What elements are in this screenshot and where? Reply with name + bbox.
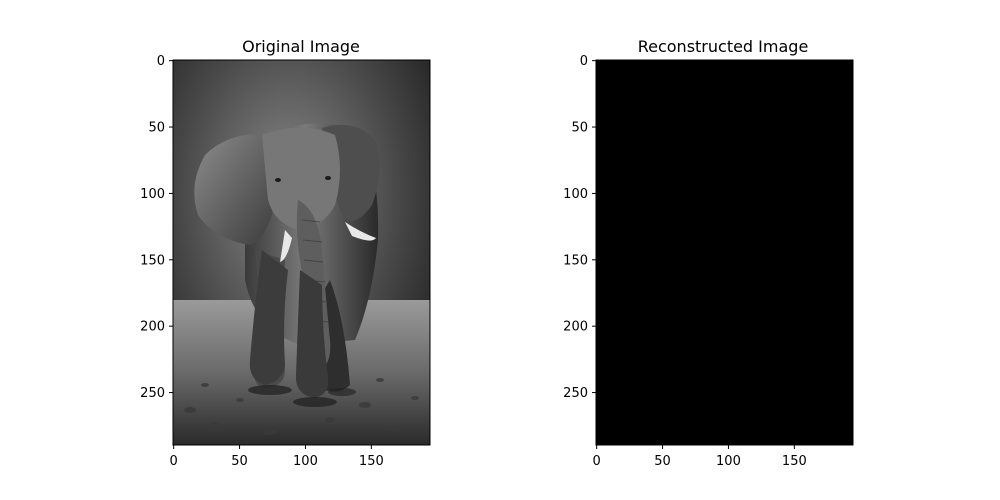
axes-reconstructed: 0 50 100 150 200 250 0 50 100 150 — [563, 54, 854, 469]
y-tick-label-original: 200 — [140, 320, 165, 335]
reconstructed-image — [596, 60, 853, 445]
y-tick-label-reconstructed: 200 — [563, 320, 588, 335]
x-tick-label-original: 0 — [170, 454, 178, 469]
x-tick-label-reconstructed: 50 — [654, 454, 671, 469]
x-tick-label-reconstructed: 0 — [593, 454, 601, 469]
x-tick-label-original: 50 — [231, 454, 248, 469]
y-tick-label-original: 50 — [148, 121, 165, 136]
y-tick-label-reconstructed: 100 — [563, 187, 588, 202]
x-tick-label-original: 150 — [359, 454, 384, 469]
elephant-photo — [173, 60, 430, 445]
y-tick-label-original: 100 — [140, 187, 165, 202]
axes-original: 0 50 100 150 200 250 0 50 100 150 — [140, 54, 431, 469]
y-tick-label-original: 250 — [140, 386, 165, 401]
y-tick-label-reconstructed: 0 — [580, 54, 588, 69]
x-tick-label-original: 100 — [293, 454, 318, 469]
panel-title-original: Original Image — [242, 37, 360, 56]
panel-reconstructed: Reconstructed Image 0 50 100 150 200 250 0 50 1… — [563, 37, 854, 469]
x-tick-label-reconstructed: 150 — [782, 454, 807, 469]
y-tick-label-original: 150 — [140, 253, 165, 268]
y-tick-label-original: 0 — [157, 54, 165, 69]
y-tick-label-reconstructed: 50 — [571, 121, 588, 136]
y-tick-label-reconstructed: 250 — [563, 386, 588, 401]
panel-title-reconstructed: Reconstructed Image — [638, 37, 809, 56]
y-tick-label-reconstructed: 150 — [563, 253, 588, 268]
x-tick-label-reconstructed: 100 — [716, 454, 741, 469]
panel-original: Original Image — [140, 37, 431, 469]
